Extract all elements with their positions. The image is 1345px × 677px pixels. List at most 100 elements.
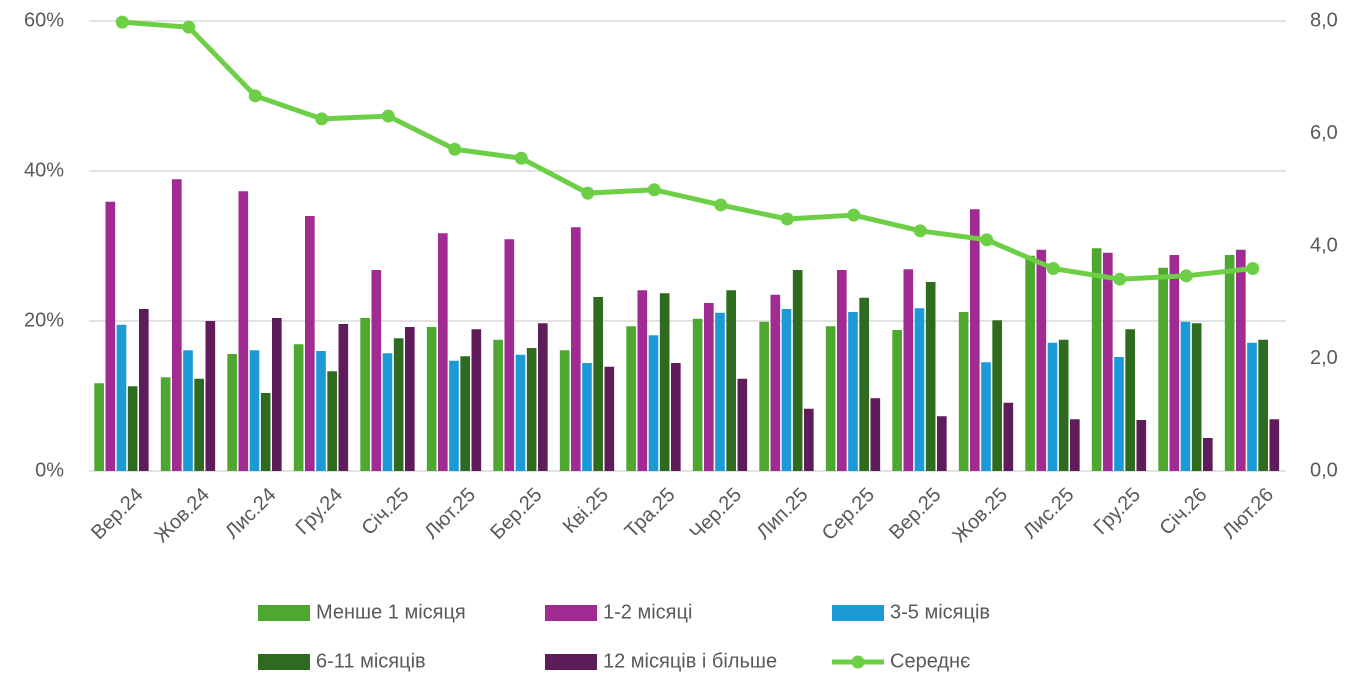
bar bbox=[1158, 267, 1168, 471]
legend-swatch bbox=[545, 605, 597, 621]
y2-tick-label: 8,0 bbox=[1310, 9, 1338, 31]
legend-swatch bbox=[545, 654, 597, 670]
bar bbox=[914, 308, 925, 471]
legend-swatch bbox=[832, 605, 884, 621]
y2-tick-label: 4,0 bbox=[1310, 234, 1338, 256]
bar bbox=[171, 179, 182, 471]
line-point bbox=[714, 198, 728, 212]
bar bbox=[127, 386, 138, 471]
bar bbox=[593, 297, 603, 471]
y-tick-label: 60% bbox=[24, 9, 64, 31]
bar bbox=[825, 326, 836, 471]
line bbox=[122, 19, 1254, 282]
x-tick-label: Лип.25 bbox=[752, 484, 812, 544]
bar bbox=[526, 348, 537, 471]
bar bbox=[260, 393, 271, 471]
bar bbox=[249, 350, 260, 471]
x-tick-label: Жов.24 bbox=[151, 484, 214, 547]
y-tick-label: 0% bbox=[35, 459, 64, 481]
line-point bbox=[1246, 262, 1260, 275]
legend-swatch bbox=[258, 605, 310, 621]
bar bbox=[1036, 249, 1047, 471]
bar bbox=[626, 326, 636, 471]
bar bbox=[1203, 438, 1213, 471]
x-tick-label: Кві.25 bbox=[559, 484, 613, 538]
bar bbox=[1224, 255, 1235, 471]
bar bbox=[903, 269, 914, 471]
bar bbox=[1169, 255, 1180, 471]
line-point bbox=[581, 186, 595, 200]
bar bbox=[804, 408, 814, 471]
legend-swatch bbox=[258, 654, 310, 670]
x-tick-label: Гру.24 bbox=[292, 484, 347, 539]
x-tick-label: Вер.25 bbox=[885, 484, 945, 544]
bar bbox=[726, 290, 736, 471]
y-tick-label: 20% bbox=[24, 309, 64, 331]
bar bbox=[637, 290, 648, 471]
y2-tick-label: 2,0 bbox=[1310, 347, 1338, 369]
bar bbox=[227, 354, 237, 471]
bar bbox=[538, 323, 548, 471]
line-point bbox=[980, 233, 994, 247]
bar bbox=[293, 344, 304, 471]
bar bbox=[604, 366, 615, 471]
bar bbox=[437, 233, 448, 471]
line-point bbox=[514, 151, 528, 165]
line-point bbox=[780, 212, 794, 226]
bar bbox=[160, 377, 171, 471]
bar bbox=[449, 360, 459, 471]
bar bbox=[792, 270, 803, 471]
bar bbox=[737, 378, 748, 471]
bar bbox=[981, 362, 991, 471]
bar bbox=[493, 339, 503, 471]
bar bbox=[715, 312, 725, 471]
bar bbox=[1235, 249, 1246, 471]
line-point bbox=[847, 208, 861, 222]
legend-label: 1-2 місяці bbox=[603, 601, 692, 623]
y2-tick-label: 6,0 bbox=[1310, 122, 1338, 144]
legend-label: 12 місяців і більше bbox=[603, 650, 777, 672]
line-point bbox=[448, 142, 462, 156]
x-tick-label: Сер.25 bbox=[818, 484, 879, 545]
bar bbox=[205, 321, 216, 471]
x-tick-label: Гру.25 bbox=[1090, 484, 1145, 539]
bar bbox=[692, 318, 703, 471]
bar bbox=[1102, 252, 1113, 471]
bar bbox=[360, 318, 370, 471]
bar bbox=[1191, 323, 1202, 471]
bar bbox=[1025, 255, 1035, 471]
bar bbox=[471, 329, 482, 471]
bar bbox=[504, 239, 515, 471]
line-point bbox=[248, 89, 262, 103]
bar bbox=[382, 353, 393, 471]
x-tick-label: Жов.25 bbox=[949, 484, 1012, 547]
x-tick-label: Лис.25 bbox=[1019, 484, 1078, 543]
legend-label: Середнє bbox=[890, 650, 970, 672]
bar bbox=[1091, 248, 1102, 471]
y2-tick-label: 0,0 bbox=[1310, 459, 1338, 481]
bar bbox=[1125, 329, 1135, 471]
bar bbox=[836, 270, 847, 471]
legend-label: 3-5 місяців bbox=[890, 601, 990, 623]
bar bbox=[1180, 321, 1191, 471]
line-point bbox=[1046, 262, 1060, 275]
line-point bbox=[182, 20, 196, 34]
bar bbox=[848, 312, 858, 471]
x-tick-label: Січ.25 bbox=[358, 484, 414, 540]
bar bbox=[781, 309, 792, 471]
x-tick-label: Чер.25 bbox=[686, 484, 746, 544]
bar bbox=[969, 209, 980, 471]
bar bbox=[703, 303, 714, 471]
x-tick-label: Вер.24 bbox=[87, 484, 147, 544]
bar bbox=[1269, 419, 1280, 471]
bar bbox=[304, 216, 315, 471]
line-point bbox=[647, 183, 661, 197]
bar bbox=[338, 324, 349, 471]
bar bbox=[958, 312, 969, 471]
bar bbox=[1258, 339, 1268, 471]
bar bbox=[559, 350, 570, 471]
legend-label: Менше 1 місяця bbox=[316, 601, 466, 623]
bar bbox=[515, 354, 526, 471]
bar bbox=[460, 356, 470, 471]
